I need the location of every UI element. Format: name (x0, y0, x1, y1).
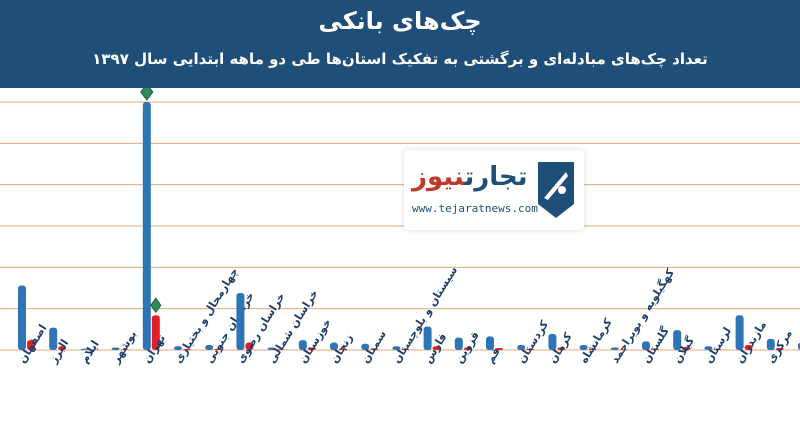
max-marker-returned (150, 297, 162, 314)
bar-returned (775, 348, 784, 350)
bar-exchanged (704, 346, 713, 350)
logo-wordmark: تجارتنیوز (412, 162, 528, 192)
bar-returned (151, 315, 160, 350)
x-tick-label: هرمزگان (796, 318, 800, 366)
bar-exchanged (49, 327, 58, 350)
bar-exchanged (267, 347, 276, 350)
bar-exchanged (423, 326, 432, 350)
bar-returned (713, 349, 722, 350)
bar-exchanged (392, 346, 401, 350)
bar-returned (495, 348, 503, 350)
bar-exchanged (735, 315, 744, 350)
bar-returned (651, 348, 659, 350)
bar-returned (58, 346, 67, 350)
logo-name-red: نیوز (412, 162, 465, 192)
watermark-logo: تجارتنیوز www.tejaratnews.com (404, 150, 584, 230)
bar-exchanged (298, 340, 307, 350)
bar-exchanged (673, 330, 682, 350)
bar-exchanged (142, 102, 151, 350)
bar-returned (245, 342, 254, 350)
bar-returned (27, 340, 35, 350)
bar-returned (619, 349, 628, 350)
bar-exchanged (579, 345, 588, 350)
bar-returned (183, 349, 191, 350)
bar-exchanged (330, 342, 338, 350)
bar-exchanged (111, 347, 120, 350)
chart-subtitle: تعداد چک‌های مبادله‌ای و برگشتی به تفکیک… (92, 50, 708, 68)
bar-exchanged (18, 285, 26, 350)
bar-returned (401, 348, 410, 350)
bar-returned (276, 349, 285, 350)
logo-url: www.tejaratnews.com (412, 202, 538, 215)
bar-returned (339, 348, 347, 350)
bar-returned (307, 347, 316, 350)
logo-badge-icon (538, 162, 574, 218)
bar-returned (744, 345, 753, 350)
bar-returned (463, 347, 472, 350)
bar-exchanged (361, 343, 370, 350)
bar-exchanged (517, 345, 526, 350)
bar-returned (370, 348, 379, 350)
bar-exchanged (174, 346, 182, 350)
chart-header: چک‌های بانکی تعداد چک‌های مبادله‌ای و بر… (0, 0, 800, 88)
bar-returned (120, 349, 129, 350)
bar-exchanged (610, 347, 619, 350)
bar-exchanged (766, 338, 775, 350)
max-marker-exchanged (140, 88, 154, 101)
x-tick-label: بوشهر (109, 328, 140, 366)
bar-returned (588, 348, 597, 350)
bar-returned (526, 349, 535, 350)
bar-exchanged (80, 348, 89, 350)
bar-exchanged (486, 336, 494, 350)
chart-title: چک‌های بانکی (318, 7, 482, 35)
bar-exchanged (454, 337, 463, 350)
bar-returned (682, 347, 691, 350)
bar-exchanged (548, 333, 557, 350)
bar-exchanged (236, 292, 245, 350)
x-tick-label: کهگیلویه و بویراحمد (608, 266, 677, 366)
bar-returned (557, 347, 566, 350)
bar-returned (432, 346, 441, 350)
bar-exchanged (642, 341, 650, 350)
bar-returned (214, 348, 223, 350)
bar-exchanged (205, 345, 214, 350)
logo-name-blue: تجارت (464, 162, 528, 192)
x-tick-label: لرستان (702, 325, 734, 366)
x-tick-label: ایلام (78, 338, 102, 366)
